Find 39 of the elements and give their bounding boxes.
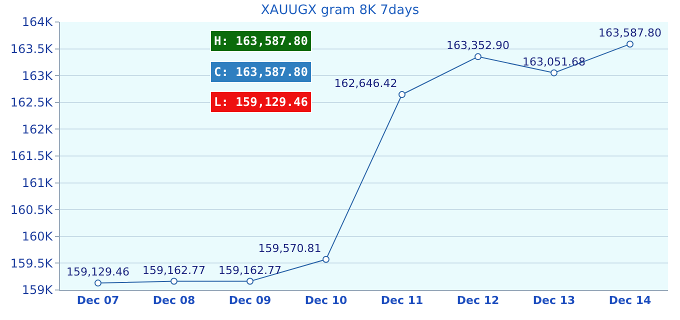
x-tick-label: Dec 14: [608, 294, 652, 308]
annotation: L: 159,129.46: [214, 95, 308, 109]
point: [246, 278, 254, 285]
point: [322, 256, 330, 263]
y-tick-label: 162.5K: [10, 96, 54, 110]
y-tick-label: 160K: [22, 230, 54, 244]
chart-title: XAUUGX gram 8K 7days: [260, 2, 420, 18]
point: [398, 91, 406, 98]
x-tick-label: Dec 07: [76, 294, 120, 308]
point: [550, 69, 558, 76]
x-tick-label: Dec 10: [304, 294, 348, 308]
data-label: 163,587.80: [598, 26, 662, 40]
data-label: 159,129.46: [66, 266, 130, 279]
y-tick-label: 164K: [22, 15, 54, 30]
point: [474, 53, 482, 60]
y-tick-label: 163K: [22, 68, 54, 83]
annotation: H: 163,587.80: [214, 34, 308, 48]
data-label: 163,051.68: [522, 55, 586, 68]
y-tick-label: 162K: [22, 122, 54, 136]
data-label: 159,570.81: [258, 242, 322, 255]
data-label: 163,352.90: [446, 39, 510, 52]
annotation: C: 163,587.80: [214, 65, 308, 79]
data-label: 162,646.42: [334, 77, 398, 90]
point: [94, 280, 102, 287]
y-tick-label: 163.5K: [10, 42, 54, 56]
point: [626, 40, 634, 48]
x-tick-label: Dec 13: [532, 294, 576, 308]
data-label: 159,162.77: [142, 264, 206, 277]
point: [170, 278, 178, 285]
y-tick-label: 161K: [22, 176, 54, 190]
data-label: 159,162.77: [218, 264, 282, 277]
y-tick-label: 159K: [22, 283, 54, 298]
x-tick-label: Dec 08: [152, 294, 196, 308]
y-tick-label: 159.5K: [10, 256, 54, 270]
y-tick-label: 161.5K: [10, 149, 54, 164]
x-tick-label: Dec 09: [228, 294, 272, 308]
x-tick-label: Dec 12: [456, 294, 500, 308]
y-tick-label: 160.5K: [10, 202, 54, 217]
x-tick-label: Dec 11: [380, 294, 424, 308]
